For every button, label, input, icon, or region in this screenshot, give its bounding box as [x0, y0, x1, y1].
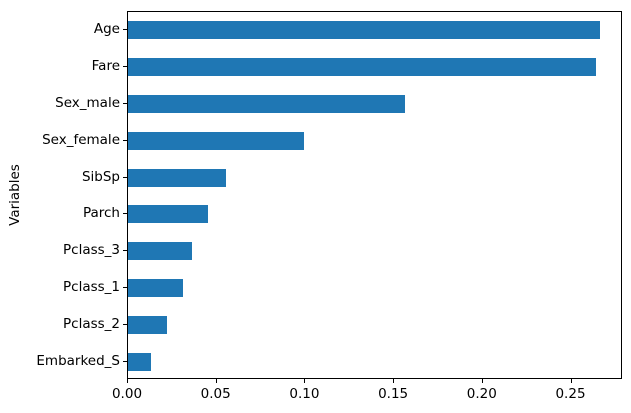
y-tick-label-pclass_2: Pclass_2 [63, 315, 120, 332]
y-tick-mark [123, 323, 127, 325]
y-tick-mark [123, 66, 127, 68]
y-tick-label-sex_female: Sex_female [42, 131, 120, 148]
y-tick-label-age: Age [93, 21, 120, 38]
x-tick-mark [304, 379, 306, 383]
bar-sex_male [128, 95, 405, 113]
x-tick-label: 0.00 [111, 386, 143, 402]
x-tick-mark [127, 379, 128, 383]
y-tick-label-sibsp: SibSp [81, 168, 120, 185]
x-tick-mark [215, 379, 217, 383]
plot-area [127, 11, 622, 379]
y-tick-label-parch: Parch [82, 205, 120, 222]
x-tick-label: 0.25 [555, 386, 586, 402]
y-tick-mark [123, 250, 127, 252]
bar-sex_female [128, 131, 304, 150]
x-tick-label: 0.05 [200, 386, 231, 402]
y-tick-label-pclass_3: Pclass_3 [63, 242, 120, 259]
y-tick-mark [123, 29, 127, 31]
bar-fare [128, 58, 597, 77]
y-tick-mark [123, 139, 127, 141]
x-tick-mark [393, 379, 395, 383]
bar-sibsp [128, 168, 226, 187]
y-tick-label-pclass_1: Pclass_1 [63, 279, 120, 295]
y-tick-mark [123, 103, 127, 104]
bar-pclass_2 [128, 315, 167, 334]
bar-pclass_1 [128, 279, 183, 297]
y-tick-label-fare: Fare [91, 58, 120, 75]
bar-parch [128, 205, 208, 224]
bar-pclass_3 [128, 242, 192, 261]
y-tick-mark [123, 213, 127, 215]
x-tick-mark [481, 379, 483, 383]
y-tick-mark [123, 176, 127, 178]
x-tick-label: 0.10 [289, 386, 320, 402]
x-tick-label: 0.15 [378, 386, 409, 402]
bar-age [128, 21, 600, 40]
y-tick-mark [123, 360, 127, 362]
y-axis-label: Variables [7, 164, 23, 226]
y-tick-mark [123, 287, 127, 288]
x-tick-label: 0.20 [466, 386, 497, 402]
bar-embarked_s [128, 352, 152, 371]
y-tick-label-sex_male: Sex_male [55, 95, 120, 111]
x-tick-mark [570, 379, 572, 383]
y-tick-label-embarked_s: Embarked_S [36, 352, 120, 369]
